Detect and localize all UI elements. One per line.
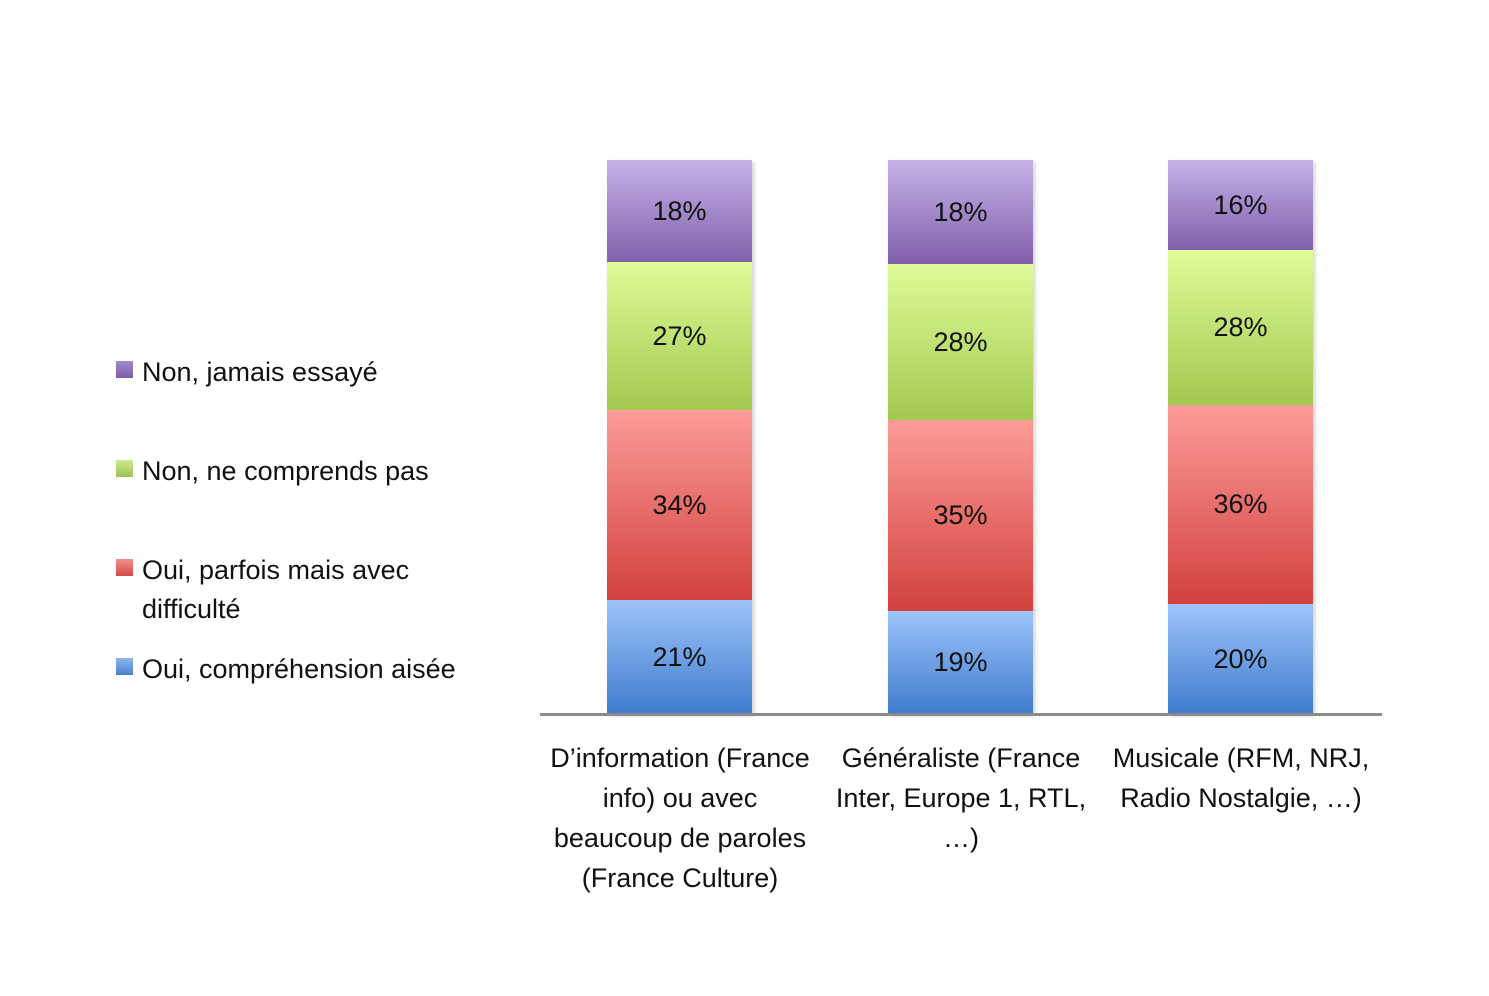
legend-swatch-blue [116,658,133,675]
legend-label: Non, ne comprends pas [142,456,429,486]
segment-aisee: 19% [888,611,1033,714]
value-label: 36% [1213,489,1268,519]
legend-swatch-purple [116,361,133,378]
segment-difficulte: 34% [607,410,752,600]
value-label: 20% [1213,643,1268,674]
segment-difficulte: 35% [888,420,1033,611]
value-label: 18% [933,196,988,227]
segment-comprends: 28% [888,264,1033,420]
x-axis-line [540,713,1382,716]
value-label: 19% [933,647,988,677]
segment-aisee: 20% [1168,604,1313,714]
segment-difficulte: 36% [1168,405,1313,604]
segment-comprends: 27% [607,262,752,410]
legend-item-comprends: Non, ne comprends pas [116,452,502,491]
bar-musicale: 16% 28% 36% 20% [1168,160,1313,714]
category-label-musicale: Musicale (RFM, NRJ, Radio Nostalgie, …) [1112,743,1370,813]
legend-label: Oui, parfois mais avec difficulté [142,555,410,624]
value-label: 28% [933,326,988,357]
segment-jamais: 18% [888,160,1033,264]
value-label: 35% [933,500,988,530]
value-label: 27% [652,320,707,351]
value-label: 18% [652,195,707,226]
legend-item-jamais: Non, jamais essayé [116,353,502,392]
value-label: 21% [652,641,707,672]
legend-label: Non, jamais essayé [142,357,378,387]
segment-jamais: 18% [607,160,752,262]
bar-information: 18% 27% 34% 21% [607,160,752,714]
legend-item-difficulte: Oui, parfois mais avec difficulté [116,551,442,629]
segment-comprends: 28% [1168,250,1313,405]
legend-swatch-green [116,460,133,477]
segment-jamais: 16% [1168,160,1313,250]
segment-aisee: 21% [607,600,752,714]
value-label: 16% [1213,189,1268,220]
legend-item-aisee: Oui, compréhension aisée [116,650,502,689]
category-label-information: D’information (France info) ou avec beau… [550,743,810,893]
value-label: 28% [1213,312,1268,342]
category-label-generaliste: Généraliste (France Inter, Europe 1, RTL… [835,743,1087,853]
legend-label: Oui, compréhension aisée [142,654,456,684]
bar-generaliste: 18% 28% 35% 19% [888,160,1033,714]
value-label: 34% [652,489,707,520]
legend-swatch-red [116,559,133,576]
